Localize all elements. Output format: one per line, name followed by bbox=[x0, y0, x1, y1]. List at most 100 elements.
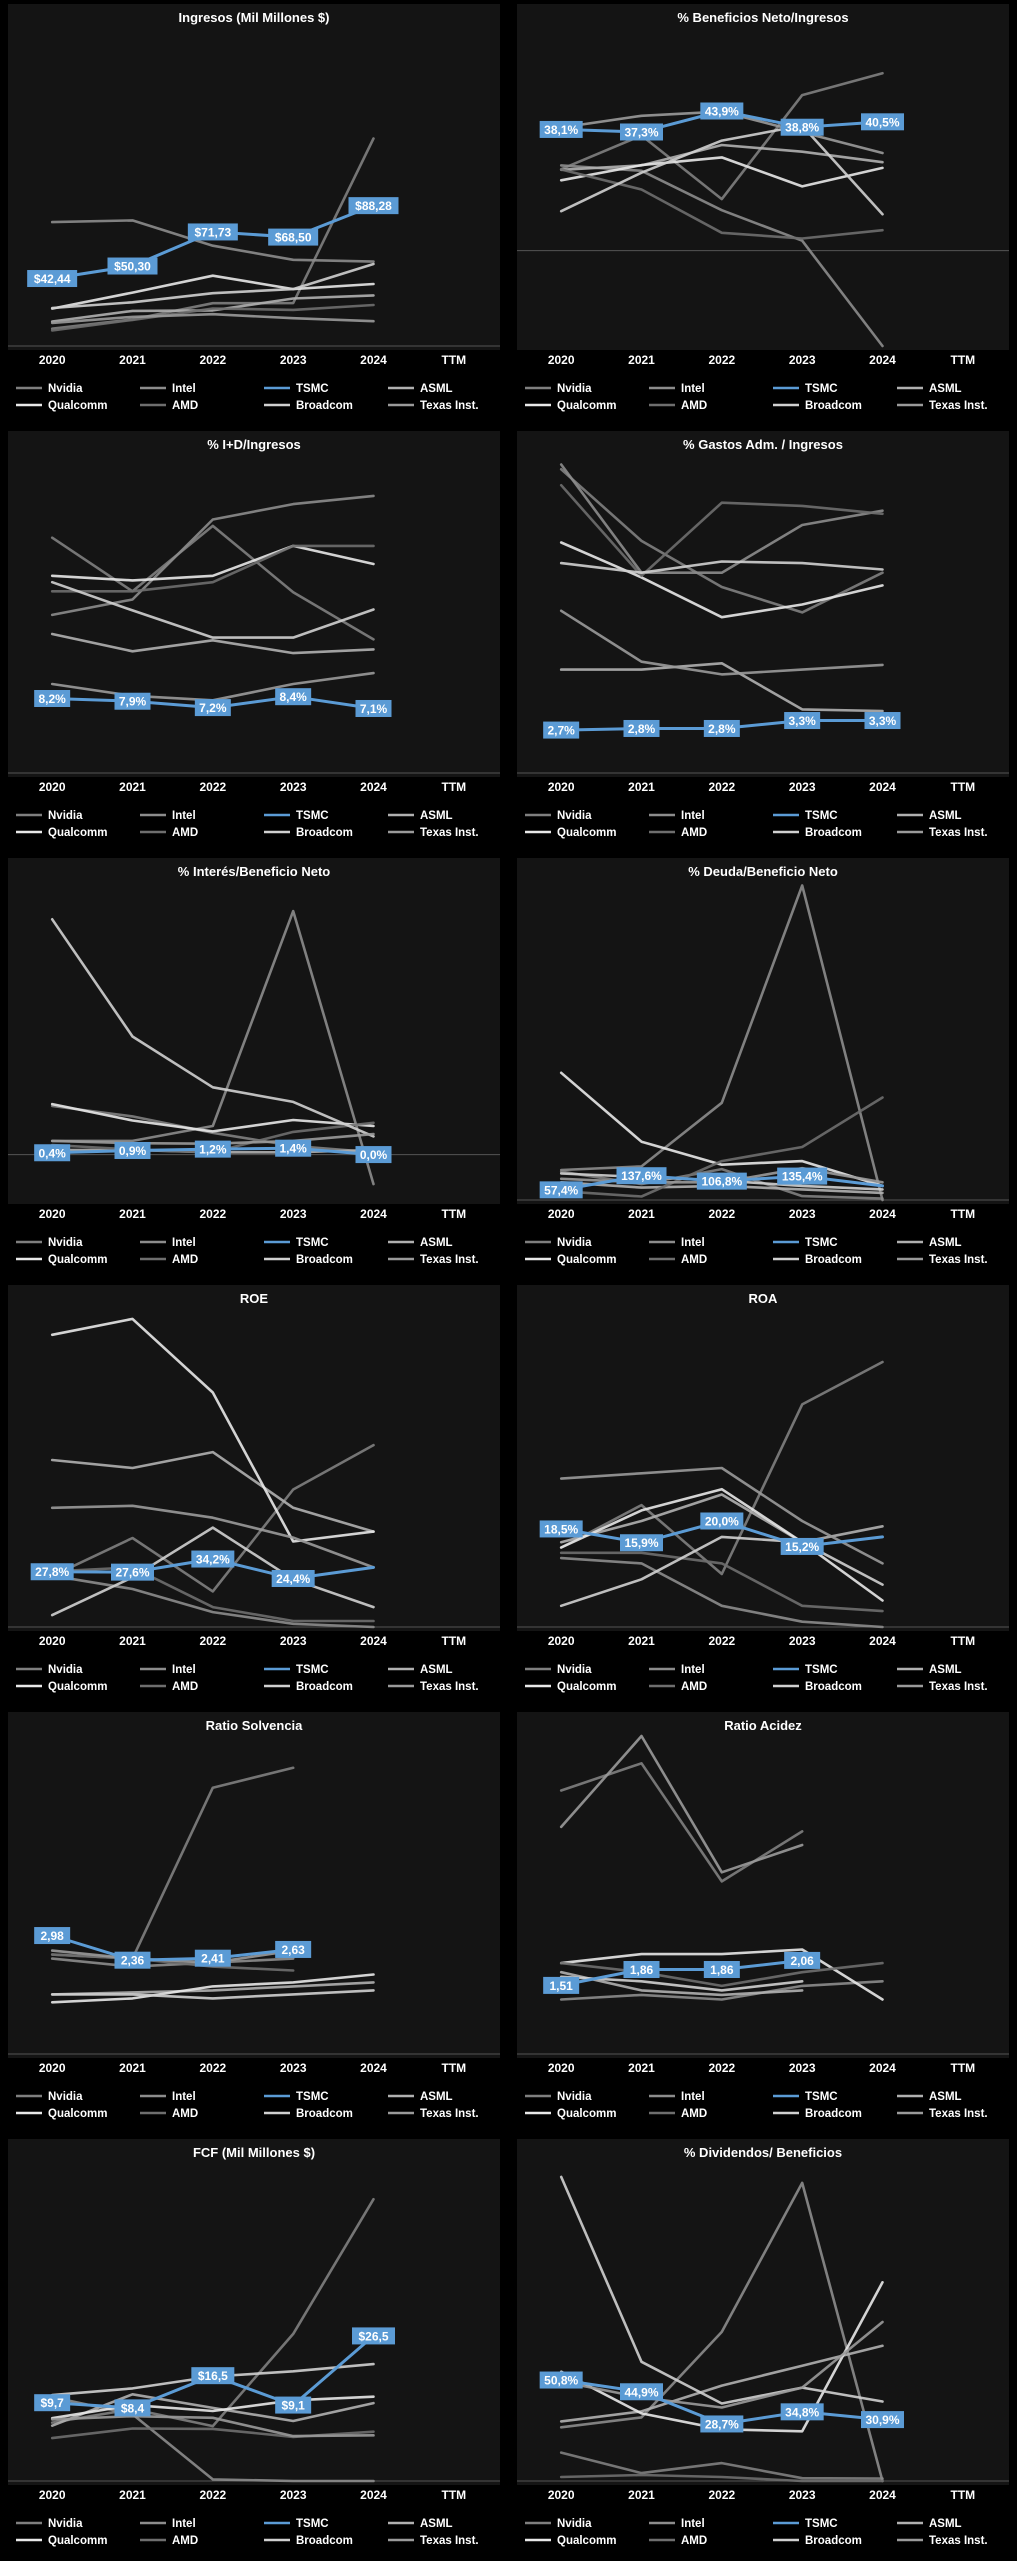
legend-label: Texas Inst. bbox=[420, 2108, 479, 2120]
chart-svg: % Gastos Adm. / Ingresos 2020 2021 2022 2023… bbox=[517, 431, 1009, 839]
x-tick-label: 2023 bbox=[280, 1207, 307, 1221]
tsmc-data-label: 2,36 bbox=[114, 1951, 151, 1969]
data-label-box bbox=[34, 1144, 71, 1162]
data-label-text: $71,73 bbox=[194, 225, 231, 239]
x-tick-label: TTM bbox=[951, 1634, 976, 1648]
tsmc-data-label: 27,8% bbox=[30, 1563, 74, 1581]
legend-item-asml: ASML bbox=[897, 810, 962, 822]
legend-label: Qualcomm bbox=[557, 400, 616, 412]
legend-item-qualcomm: Qualcomm bbox=[16, 1254, 107, 1266]
legend-label: ASML bbox=[929, 1237, 962, 1249]
data-label-box bbox=[275, 1139, 312, 1157]
data-label-box bbox=[543, 1976, 580, 1994]
legend-item-tsmc: TSMC bbox=[264, 1664, 329, 1676]
legend-item-asml: ASML bbox=[388, 1237, 453, 1249]
series-line-qualcomm bbox=[50, 1102, 375, 1133]
legend-item-nvidia: Nvidia bbox=[16, 383, 83, 395]
series-line-nvidia bbox=[50, 2197, 375, 2428]
tsmc-data-label: 15,9% bbox=[620, 1534, 663, 1552]
tsmc-data-label: 0,0% bbox=[355, 1146, 392, 1164]
data-label-box bbox=[191, 2367, 235, 2385]
chart-title: Ratio Acidez bbox=[724, 1718, 802, 1733]
legend-item-amd: AMD bbox=[649, 400, 707, 412]
data-label-box bbox=[620, 123, 663, 141]
legend-label: ASML bbox=[929, 2091, 962, 2103]
legend-label: TSMC bbox=[805, 2091, 838, 2103]
data-label-box bbox=[539, 1181, 583, 1199]
tsmc-data-label: 0,4% bbox=[34, 1144, 71, 1162]
legend-label: TSMC bbox=[296, 383, 329, 395]
legend-label: Qualcomm bbox=[48, 827, 107, 839]
legend-item-qualcomm: Qualcomm bbox=[16, 827, 107, 839]
legend-label: Nvidia bbox=[48, 810, 83, 822]
x-tick-label: 2022 bbox=[199, 2061, 226, 2075]
chart-title: % Beneficios Neto/Ingresos bbox=[677, 10, 848, 25]
series-line-texas-inst bbox=[559, 609, 884, 676]
legend-item-amd: AMD bbox=[649, 1681, 707, 1693]
legend-item-texas-inst: Texas Inst. bbox=[897, 400, 988, 412]
data-label-text: 40,5% bbox=[865, 115, 899, 129]
series-line-nvidia bbox=[559, 71, 884, 201]
data-label-text: 106,8% bbox=[701, 1175, 742, 1189]
legend-label: AMD bbox=[681, 400, 707, 412]
data-label-box bbox=[784, 712, 821, 730]
x-tick-label: TTM bbox=[951, 2061, 976, 2075]
series-line-intel bbox=[50, 219, 375, 263]
legend-label: ASML bbox=[420, 2091, 453, 2103]
x-tick-label: 2022 bbox=[199, 1207, 226, 1221]
legend-item-broadcom: Broadcom bbox=[264, 400, 353, 412]
legend-label: Texas Inst. bbox=[929, 2535, 988, 2547]
legend-item-tsmc: TSMC bbox=[773, 810, 838, 822]
legend-label: Qualcomm bbox=[48, 1681, 107, 1693]
legend-label: ASML bbox=[929, 1664, 962, 1676]
legend-item-amd: AMD bbox=[140, 827, 198, 839]
series-line-nvidia bbox=[559, 1360, 884, 1576]
series-line-texas-inst bbox=[559, 1734, 804, 1874]
series-line-amd bbox=[559, 1096, 884, 1198]
x-tick-label: 2024 bbox=[869, 1207, 896, 1221]
chart-svg: % Dividendos/ Beneficios 2020 2021 2022 2023… bbox=[517, 2139, 1009, 2547]
legend-item-texas-inst: Texas Inst. bbox=[388, 1681, 479, 1693]
legend-item-broadcom: Broadcom bbox=[773, 827, 862, 839]
plot-background bbox=[8, 4, 500, 350]
data-label-box bbox=[861, 113, 904, 131]
x-tick-label: 2024 bbox=[869, 780, 896, 794]
data-label-box bbox=[539, 2371, 583, 2389]
tsmc-data-label: $16,5 bbox=[191, 2367, 235, 2385]
data-label-text: 18,5% bbox=[544, 1522, 578, 1536]
data-label-box bbox=[194, 1140, 231, 1158]
data-label-box bbox=[34, 1927, 71, 1945]
legend-item-qualcomm: Qualcomm bbox=[525, 1681, 616, 1693]
legend-label: AMD bbox=[172, 827, 198, 839]
x-tick-label: 2022 bbox=[708, 780, 735, 794]
plot-background bbox=[8, 1712, 500, 2058]
legend-item-intel: Intel bbox=[140, 1664, 196, 1676]
series-line-qualcomm bbox=[50, 1317, 375, 1543]
legend-label: Qualcomm bbox=[557, 827, 616, 839]
data-label-text: 0,0% bbox=[360, 1148, 388, 1162]
x-tick-label: 2022 bbox=[708, 2061, 735, 2075]
legend-item-amd: AMD bbox=[649, 2108, 707, 2120]
plot-background bbox=[8, 431, 500, 777]
legend-item-intel: Intel bbox=[140, 810, 196, 822]
x-tick-label: 2024 bbox=[360, 2488, 387, 2502]
series-line-intel bbox=[50, 1957, 295, 1968]
x-tick-label: 2024 bbox=[360, 780, 387, 794]
data-label-box bbox=[777, 1167, 828, 1185]
legend-label: ASML bbox=[420, 810, 453, 822]
series-line-qualcomm bbox=[50, 2395, 375, 2420]
series-line-intel bbox=[559, 1556, 884, 1629]
tsmc-data-label: 2,98 bbox=[34, 1927, 71, 1945]
tsmc-data-label: 7,1% bbox=[355, 699, 392, 717]
tsmc-data-label: 20,0% bbox=[700, 1512, 744, 1530]
tsmc-data-label: 106,8% bbox=[696, 1172, 747, 1190]
data-label-text: $9,7 bbox=[40, 2396, 64, 2410]
series-line-qualcomm bbox=[50, 274, 375, 310]
series-line-broadcom bbox=[50, 262, 375, 310]
chart-title: % Gastos Adm. / Ingresos bbox=[683, 437, 843, 452]
x-tick-label: 2024 bbox=[869, 1634, 896, 1648]
legend-item-amd: AMD bbox=[649, 1254, 707, 1266]
data-label-box bbox=[275, 2396, 312, 2414]
data-label-box bbox=[34, 2394, 71, 2412]
data-label-box bbox=[539, 120, 583, 138]
